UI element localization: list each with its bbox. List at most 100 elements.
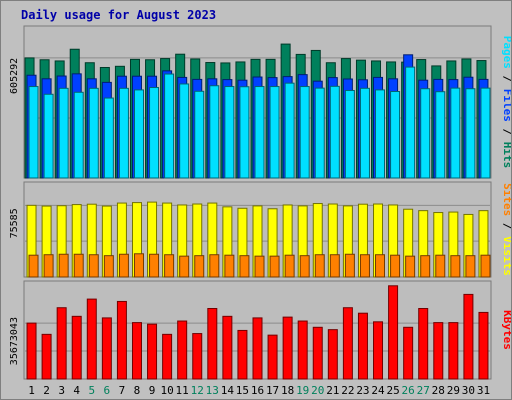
x-tick-label: 8 bbox=[134, 384, 141, 397]
bar-sites bbox=[405, 255, 416, 278]
bar-pages bbox=[179, 83, 190, 179]
legend-pages-files-hits: Pages / Files / Hits bbox=[501, 36, 512, 169]
bar-pages bbox=[194, 90, 205, 179]
bar-pages bbox=[465, 88, 476, 179]
bar-kbytes bbox=[448, 322, 459, 380]
x-tick-label: 17 bbox=[266, 384, 279, 397]
x-tick-label: 19 bbox=[296, 384, 309, 397]
bar-sites bbox=[390, 254, 401, 278]
bar-kbytes bbox=[147, 323, 158, 380]
legend-entry-files: Files bbox=[501, 89, 512, 122]
bar-kbytes bbox=[373, 321, 384, 380]
x-tick-label: 4 bbox=[73, 384, 80, 397]
legend-entry-pages: Pages bbox=[501, 36, 512, 69]
bar-pages bbox=[344, 90, 355, 179]
bar-pages bbox=[329, 85, 340, 179]
bar-sites bbox=[480, 254, 491, 278]
bar-kbytes bbox=[162, 333, 173, 380]
bar-pages bbox=[209, 85, 220, 179]
x-tick-label: 25 bbox=[386, 384, 399, 397]
bar-kbytes bbox=[342, 307, 353, 380]
legend-entry-sites: Sites bbox=[501, 183, 512, 216]
bar-pages bbox=[224, 86, 235, 179]
bar-kbytes bbox=[131, 322, 142, 380]
bar-pages bbox=[359, 87, 370, 179]
bar-sites bbox=[164, 254, 175, 278]
bar-pages bbox=[405, 66, 416, 179]
legend-separator: / bbox=[501, 69, 512, 89]
x-tick-label: 9 bbox=[149, 384, 156, 397]
bar-kbytes bbox=[282, 316, 293, 380]
bar-pages bbox=[88, 87, 99, 179]
bar-sites bbox=[284, 254, 295, 278]
bar-pages bbox=[118, 87, 129, 179]
bar-pages bbox=[28, 86, 39, 179]
bar-kbytes bbox=[267, 334, 278, 380]
bar-pages bbox=[299, 86, 310, 179]
bar-pages bbox=[103, 97, 114, 179]
x-tick-label: 14 bbox=[221, 384, 235, 397]
x-tick-label: 11 bbox=[176, 384, 189, 397]
x-tick-label: 31 bbox=[477, 384, 490, 397]
bar-kbytes bbox=[86, 298, 97, 380]
bar-kbytes bbox=[41, 333, 52, 380]
bar-pages bbox=[149, 87, 160, 179]
x-tick-label: 2 bbox=[43, 384, 50, 397]
bar-sites bbox=[58, 253, 69, 278]
bar-kbytes bbox=[357, 312, 368, 380]
bar-kbytes bbox=[418, 308, 429, 380]
legend-separator: / bbox=[501, 122, 512, 142]
bar-pages bbox=[73, 91, 84, 179]
bar-sites bbox=[269, 255, 280, 278]
bar-kbytes bbox=[26, 322, 37, 380]
bar-kbytes bbox=[237, 329, 248, 380]
bar-sites bbox=[179, 255, 190, 278]
bar-pages bbox=[284, 82, 295, 179]
bar-kbytes bbox=[388, 285, 399, 380]
x-tick-label: 18 bbox=[281, 384, 294, 397]
bar-kbytes bbox=[312, 326, 323, 380]
bar-kbytes bbox=[297, 320, 308, 380]
x-tick-label: 24 bbox=[371, 384, 385, 397]
x-tick-label: 13 bbox=[206, 384, 219, 397]
bar-pages bbox=[435, 91, 446, 179]
x-tick-label: 23 bbox=[356, 384, 369, 397]
x-tick-label: 5 bbox=[88, 384, 95, 397]
bar-sites bbox=[194, 255, 205, 278]
bar-sites bbox=[254, 255, 265, 278]
x-tick-label: 15 bbox=[236, 384, 249, 397]
bar-sites bbox=[43, 254, 54, 278]
x-tick-label: 27 bbox=[417, 384, 430, 397]
bar-kbytes bbox=[116, 300, 127, 380]
max-label-sites-visits: 75585 bbox=[9, 208, 20, 238]
bar-kbytes bbox=[252, 317, 263, 380]
bar-pages bbox=[254, 86, 265, 179]
chart-title: Daily usage for August 2023 bbox=[21, 8, 217, 22]
bar-kbytes bbox=[478, 311, 489, 380]
x-tick-label: 12 bbox=[191, 384, 204, 397]
x-tick-label: 28 bbox=[432, 384, 445, 397]
bar-kbytes bbox=[463, 293, 474, 380]
bar-kbytes bbox=[222, 315, 233, 380]
bar-sites bbox=[314, 254, 325, 278]
bar-sites bbox=[299, 255, 310, 278]
bar-sites bbox=[103, 255, 114, 278]
legend-separator: / bbox=[501, 216, 512, 236]
bar-sites bbox=[118, 253, 129, 278]
x-tick-label: 7 bbox=[119, 384, 126, 397]
max-label-pages-files-hits: 605292 bbox=[9, 58, 20, 94]
bar-kbytes bbox=[177, 320, 188, 380]
bar-pages bbox=[133, 89, 144, 179]
max-label-kbytes: 35673043 bbox=[9, 317, 20, 365]
bar-sites bbox=[450, 255, 461, 278]
legend-entry-visits: Visits bbox=[501, 236, 512, 276]
bar-pages bbox=[314, 87, 325, 179]
bar-pages bbox=[269, 86, 280, 179]
bar-pages bbox=[375, 89, 386, 179]
bar-pages bbox=[450, 87, 461, 179]
legend-sites-visits: Sites / Visits bbox=[501, 183, 512, 276]
bar-sites bbox=[465, 255, 476, 278]
bar-pages bbox=[239, 86, 250, 179]
